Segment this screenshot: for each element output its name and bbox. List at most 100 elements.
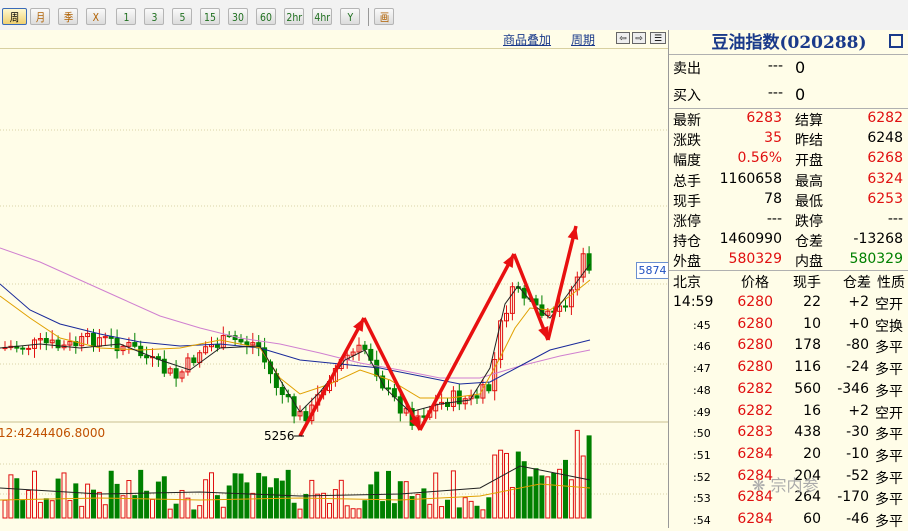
volume-bar <box>197 505 203 519</box>
volume-bar <box>161 476 167 519</box>
layout-icon[interactable]: ☰ <box>650 32 666 44</box>
toolbar-button-10[interactable]: 2hr <box>284 8 304 25</box>
volume-bar <box>462 497 468 519</box>
candle-body <box>238 339 244 343</box>
volume-bar <box>61 472 67 519</box>
toolbar-button-6[interactable]: 5 <box>172 8 192 25</box>
volume-bar <box>368 484 374 519</box>
volume-bar <box>568 479 574 519</box>
volume-bar <box>557 468 563 519</box>
candle-body <box>250 342 256 346</box>
volume-bar <box>209 472 214 519</box>
candle-body <box>132 342 138 347</box>
ma10-line <box>0 279 591 399</box>
volume-bar <box>303 493 309 519</box>
period-link[interactable]: 周期 <box>571 33 596 47</box>
volume-bar <box>43 498 49 519</box>
volume-bar <box>85 483 91 519</box>
stat-row: 持仓 1460990 仓差 -13268 <box>673 231 903 251</box>
volume-bar <box>533 468 539 519</box>
toolbar-button-11[interactable]: 4hr <box>312 8 332 25</box>
candle-body <box>43 338 49 344</box>
toolbar-button-1[interactable]: 月 <box>30 8 50 25</box>
candle-body <box>303 411 309 422</box>
volume-bar <box>415 493 421 519</box>
volume-bar <box>350 508 356 519</box>
toolbar-button-12[interactable]: Y <box>340 8 360 25</box>
volume-bar <box>132 495 138 519</box>
quote-panel: 豆油指数(020288) 卖出 --- 0 买入 --- 0 最新 6283 结算 6… <box>668 30 908 530</box>
candle-body <box>173 368 179 379</box>
toolbar-button-9[interactable]: 60 <box>256 8 276 25</box>
toolbar-button-8[interactable]: 30 <box>228 8 248 25</box>
volume-bar <box>96 491 102 519</box>
tick-header: 北京 价格 现手 仓差 性质 <box>673 275 905 291</box>
stat-row: 最新 6283 结算 6282 <box>673 110 903 129</box>
volume-bar <box>167 508 173 519</box>
chart-header: 商品叠加 周期 ⇦ ⇨ ☰ <box>0 30 668 49</box>
candle-body <box>214 344 220 348</box>
candle-body <box>37 338 43 341</box>
candle-body <box>474 395 480 399</box>
volume-bar <box>521 461 527 519</box>
volume-bar <box>2 499 8 519</box>
candle-body <box>450 390 456 407</box>
candle-body <box>563 305 568 308</box>
candle-body <box>126 342 132 347</box>
stat-row: 涨跌 35 昨结 6248 <box>673 130 903 150</box>
volume-bar <box>20 500 26 519</box>
ma60-line <box>0 247 591 379</box>
volume-bar <box>456 507 462 519</box>
volume-bar <box>173 503 179 519</box>
volume-bar <box>191 509 197 519</box>
toolbar-button-0[interactable]: 周 <box>2 8 27 25</box>
low-price-label: 5256 <box>264 429 295 443</box>
toolbar-button-5[interactable]: 3 <box>144 8 164 25</box>
volume-bar <box>498 449 504 519</box>
candle-body <box>279 386 285 396</box>
toolbar-button-2[interactable]: 季 <box>58 8 78 25</box>
volume-bar <box>539 475 545 519</box>
scroll-right-icon[interactable]: ⇨ <box>632 32 646 44</box>
volume-bar <box>155 481 161 519</box>
volume-bar <box>232 473 238 519</box>
candle-body <box>85 332 91 338</box>
arrow-head <box>503 254 514 268</box>
candle-body <box>191 357 197 363</box>
volume-bar <box>220 506 226 519</box>
volume-bar <box>250 492 256 519</box>
volume-bar <box>492 454 498 519</box>
toolbar-button-13[interactable]: 画 <box>374 8 394 25</box>
arrow-head <box>538 326 549 340</box>
instrument-title: 豆油指数(020288) <box>711 33 867 53</box>
toolbar-button-7[interactable]: 15 <box>200 8 220 25</box>
candle-body <box>244 341 250 346</box>
kline-svg[interactable]: 5256 12:4244406.8000 <box>0 48 668 528</box>
overlay-link[interactable]: 商品叠加 <box>503 33 552 47</box>
volume-bar <box>409 496 415 519</box>
volume-bar <box>185 497 191 519</box>
volume-ma-line <box>0 465 591 497</box>
volume-bar <box>315 493 321 519</box>
toolbar-button-4[interactable]: 1 <box>116 8 136 25</box>
current-price-tag: 5874 <box>636 262 669 279</box>
kline-chart-area[interactable]: 商品叠加 周期 ⇦ ⇨ ☰ 5256 12:4244406.8000 <box>0 30 668 528</box>
volume-bar <box>26 490 32 519</box>
volume-bar <box>285 469 291 519</box>
candle-body <box>203 346 209 354</box>
volume-bar <box>439 506 445 519</box>
volume-bar <box>150 498 155 519</box>
candle-body <box>55 339 61 349</box>
volume-bar <box>268 487 273 519</box>
candle-body <box>509 286 515 314</box>
candle-body <box>356 344 362 353</box>
stat-row: 现手 78 最低 6253 <box>673 190 903 210</box>
volume-bar <box>144 490 150 519</box>
scroll-left-icon[interactable]: ⇦ <box>616 32 630 44</box>
toolbar-separator <box>368 8 369 26</box>
candle-body <box>67 341 73 346</box>
ma20-line <box>0 283 591 385</box>
toolbar-button-3[interactable]: X <box>86 8 106 25</box>
candle-body <box>26 347 32 350</box>
panel-toggle-icon[interactable] <box>889 34 903 48</box>
